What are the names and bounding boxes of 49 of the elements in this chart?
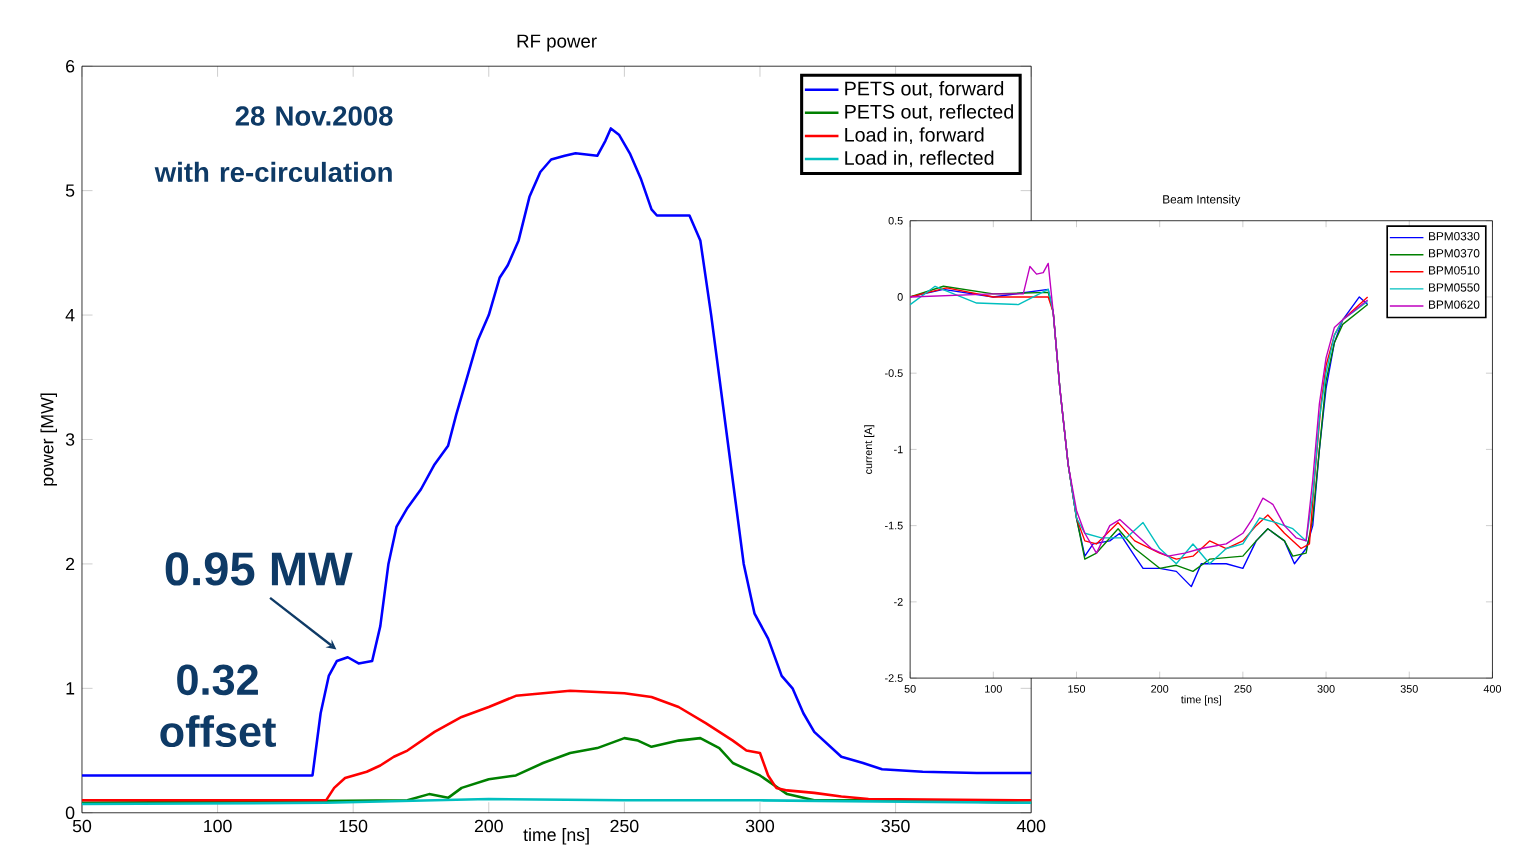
- annotation: with re-circulation: [154, 161, 392, 183]
- chart-title: Beam Intensity: [1163, 194, 1241, 206]
- legend-label: BPM0370: [1429, 249, 1480, 258]
- annotation: 0.32 offset: [160, 664, 276, 747]
- x-axis-title: time [ns]: [1180, 695, 1221, 706]
- legend-label: BPM0620: [1429, 300, 1480, 309]
- x-tick-label: 100: [985, 684, 1002, 693]
- x-tick-label: 350: [1400, 684, 1418, 693]
- y-tick-label: 0: [65, 806, 75, 819]
- legend-label: PETS out, reflected: [845, 104, 1013, 121]
- y-tick-label: -1.5: [885, 521, 903, 530]
- y-axis-title: current [A]: [864, 425, 875, 474]
- legend-label: BPM0330: [1429, 231, 1480, 241]
- y-tick-label: -0.5: [885, 369, 903, 377]
- x-tick-label: 200: [1151, 684, 1169, 693]
- annotation: 0.95 MW: [165, 552, 353, 586]
- y-tick-label: 0.5: [888, 216, 903, 225]
- annotation: 28 Nov.2008: [235, 106, 393, 126]
- y-tick-label: -1: [894, 445, 903, 454]
- legend-label: BPM0510: [1429, 266, 1480, 275]
- x-tick-label: 150: [339, 819, 368, 833]
- x-tick-label: 350: [881, 819, 910, 833]
- legend-label: PETS out, forward: [845, 81, 1004, 98]
- y-tick-label: 5: [65, 184, 75, 197]
- x-tick-label: 250: [1234, 684, 1252, 693]
- x-tick-label: 100: [204, 819, 232, 833]
- x-tick-label: 300: [1317, 684, 1335, 693]
- chart-title: RF power: [517, 34, 597, 52]
- y-tick-label: 6: [66, 59, 75, 73]
- x-tick-label: 400: [1016, 819, 1046, 833]
- x-tick-label: 50: [72, 819, 92, 833]
- legend-label: BPM0550: [1429, 283, 1480, 292]
- x-tick-label: 200: [474, 819, 503, 833]
- x-tick-label: 400: [1483, 684, 1502, 693]
- legend-label: Load in, forward: [845, 127, 984, 145]
- y-tick-label: 2: [66, 557, 75, 571]
- x-tick-label: 250: [610, 819, 639, 833]
- y-axis-title: power [MW]: [40, 393, 57, 486]
- x-tick-label: 150: [1068, 684, 1086, 693]
- y-tick-label: -2: [894, 598, 903, 606]
- legend-label: Load in, reflected: [845, 150, 994, 168]
- y-tick-label: 3: [65, 433, 75, 446]
- y-tick-label: 1: [66, 682, 75, 695]
- y-tick-label: -2.5: [885, 674, 903, 682]
- x-axis-title: time [ns]: [523, 828, 589, 845]
- x-tick-label: 50: [904, 684, 916, 693]
- x-tick-label: 300: [745, 819, 775, 833]
- y-tick-label: 4: [65, 308, 75, 322]
- y-tick-label: 0: [897, 293, 903, 301]
